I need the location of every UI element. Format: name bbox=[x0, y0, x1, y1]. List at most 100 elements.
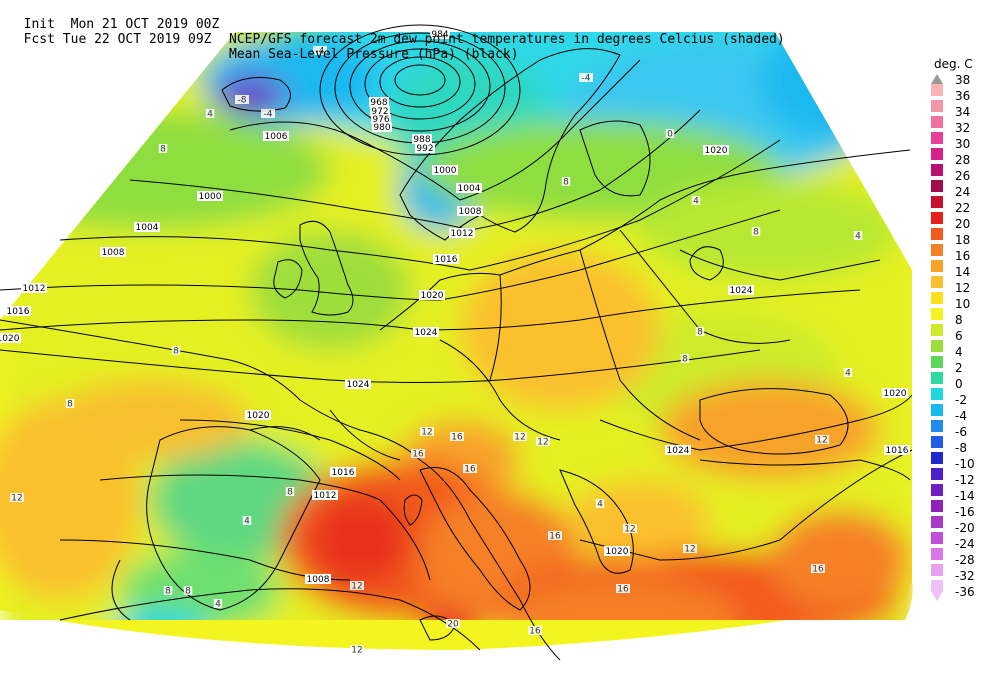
dewpoint-label: 16 bbox=[528, 626, 542, 637]
dewpoint-contour-labels: -4 -8 -4 -4 4 8 0 4 8 4 8 8 8 8 8 4 12 12 16 12 16 16 12 12 8 4 8 4… bbox=[10, 46, 863, 656]
svg-text:4: 4 bbox=[855, 232, 861, 242]
isobars bbox=[0, 24, 913, 621]
svg-text:1016: 1016 bbox=[435, 255, 458, 265]
svg-text:1008: 1008 bbox=[307, 575, 330, 585]
dewpoint-label: 8 bbox=[751, 227, 761, 238]
dewpoint-label: -4 bbox=[313, 46, 327, 57]
dewpoint-label: 8 bbox=[163, 586, 173, 597]
isobar-label: 1016 bbox=[5, 306, 31, 317]
isobar-label: 1016 bbox=[433, 254, 459, 265]
legend-label: 2 bbox=[955, 361, 963, 375]
svg-text:12: 12 bbox=[537, 438, 548, 448]
coastlines bbox=[0, 48, 911, 661]
svg-text:-4: -4 bbox=[582, 74, 591, 84]
dewpoint-label: 4 bbox=[691, 196, 701, 207]
legend-swatch bbox=[931, 164, 943, 176]
svg-text:16: 16 bbox=[617, 585, 629, 595]
svg-text:980: 980 bbox=[373, 123, 390, 133]
isobar-label: 1008 bbox=[100, 247, 126, 258]
svg-text:16: 16 bbox=[529, 627, 541, 637]
isobar-label: 1004 bbox=[456, 183, 482, 194]
svg-text:12: 12 bbox=[684, 545, 695, 555]
legend-label: 16 bbox=[955, 249, 970, 263]
title-dewpoint: NCEP/GFS forecast 2m dew point temperatu… bbox=[229, 32, 785, 47]
dewpoint-label: 16 bbox=[450, 432, 464, 443]
svg-text:988: 988 bbox=[413, 135, 430, 145]
isobar-label: 1012 bbox=[21, 283, 47, 294]
dewpoint-label: 8 bbox=[561, 177, 571, 188]
svg-text:1016: 1016 bbox=[7, 307, 30, 317]
legend-swatch bbox=[931, 84, 943, 96]
legend-label: 34 bbox=[955, 105, 970, 119]
forecast-time: Fcst Tue 22 OCT 2019 09Z bbox=[23, 32, 212, 47]
legend-swatch bbox=[931, 436, 943, 448]
svg-text:-8: -8 bbox=[238, 96, 247, 106]
legend-label: 12 bbox=[955, 281, 970, 295]
svg-text:1020: 1020 bbox=[884, 389, 907, 399]
legend-swatches: 38363432302826242220181614121086420-2-4-… bbox=[931, 73, 975, 599]
legend-swatch bbox=[931, 116, 943, 128]
legend-label: 20 bbox=[955, 217, 970, 231]
legend-swatch bbox=[931, 180, 943, 192]
svg-text:16: 16 bbox=[451, 433, 463, 443]
isobar-label: 1024 bbox=[728, 285, 754, 296]
dewpoint-label: 4 bbox=[843, 368, 853, 379]
map-domain bbox=[0, 32, 913, 650]
svg-text:8: 8 bbox=[753, 228, 759, 238]
legend-label: -12 bbox=[955, 473, 975, 487]
svg-text:1020: 1020 bbox=[0, 334, 20, 344]
isobar-label: 1024 bbox=[665, 445, 691, 456]
legend-swatch bbox=[931, 420, 943, 432]
svg-text:12: 12 bbox=[514, 433, 525, 443]
isobar-label: 1016 bbox=[884, 445, 910, 456]
legend-swatch bbox=[931, 196, 943, 208]
legend-label: -4 bbox=[955, 409, 967, 423]
svg-text:12: 12 bbox=[624, 525, 635, 535]
dewpoint-label: 4 bbox=[595, 499, 605, 510]
svg-text:976: 976 bbox=[372, 115, 389, 125]
svg-text:1024: 1024 bbox=[667, 446, 690, 456]
svg-text:12: 12 bbox=[816, 436, 827, 446]
isobar-label: 976 bbox=[371, 114, 391, 125]
legend: deg. C 383634323028262422201816141210864… bbox=[931, 57, 975, 601]
legend-swatch bbox=[931, 452, 943, 464]
svg-text:0: 0 bbox=[667, 130, 673, 140]
legend-label: -10 bbox=[955, 457, 975, 471]
isobar-label: 1012 bbox=[449, 228, 475, 239]
isobar-labels: 9849689729769809889921000100410081012101… bbox=[0, 29, 910, 585]
init-time: Init Mon 21 OCT 2019 00Z bbox=[23, 17, 220, 32]
svg-text:1020: 1020 bbox=[247, 411, 270, 421]
dewpoint-label: 0 bbox=[665, 129, 675, 140]
legend-label: 6 bbox=[955, 329, 963, 343]
dewpoint-label: -4 bbox=[579, 73, 593, 84]
isobar-label: 980 bbox=[372, 122, 392, 133]
legend-swatch bbox=[931, 388, 943, 400]
legend-label: -16 bbox=[955, 505, 975, 519]
legend-swatch bbox=[931, 132, 943, 144]
svg-text:1020: 1020 bbox=[421, 291, 444, 301]
svg-text:1000: 1000 bbox=[199, 192, 222, 202]
svg-text:1004: 1004 bbox=[458, 184, 481, 194]
dewpoint-label: 4 bbox=[853, 231, 863, 242]
legend-swatch bbox=[931, 212, 943, 224]
isobar-label: 1000 bbox=[432, 165, 458, 176]
legend-label: 8 bbox=[955, 313, 963, 327]
dewpoint-label: 8 bbox=[158, 144, 168, 155]
header-line-1: Init Mon 21 OCT 2019 00Z NCEP/GFS foreca… bbox=[8, 2, 785, 47]
svg-text:16: 16 bbox=[464, 465, 476, 475]
legend-swatch bbox=[931, 500, 943, 512]
legend-swatch bbox=[931, 228, 943, 240]
isobar-label: 1004 bbox=[134, 222, 160, 233]
legend-swatch bbox=[931, 532, 943, 544]
svg-text:1016: 1016 bbox=[886, 446, 909, 456]
isobar-label: 1020 bbox=[703, 145, 729, 156]
dewpoint-label: 12 bbox=[350, 581, 364, 592]
dewpoint-label: 16 bbox=[411, 449, 425, 460]
svg-text:12: 12 bbox=[351, 646, 362, 656]
isobar-label: 1024 bbox=[345, 379, 371, 390]
legend-label: 30 bbox=[955, 137, 970, 151]
svg-text:12: 12 bbox=[351, 582, 362, 592]
isobar-label: 988 bbox=[412, 134, 432, 145]
dewpoint-label: 12 bbox=[513, 432, 527, 443]
dewpoint-label: 12 bbox=[623, 524, 637, 535]
